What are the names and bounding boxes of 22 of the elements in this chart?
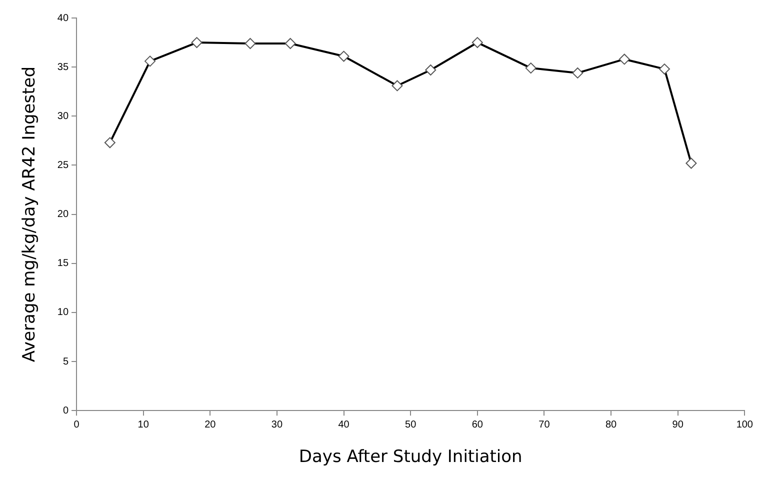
x-tick-label: 100 xyxy=(736,419,754,430)
y-tick-label: 0 xyxy=(62,405,69,416)
x-tick-label: 70 xyxy=(538,419,550,430)
x-tick-label: 30 xyxy=(271,419,283,430)
x-tick-label: 60 xyxy=(472,419,484,430)
y-tick-label: 40 xyxy=(57,12,69,24)
x-tick-label: 50 xyxy=(405,419,417,430)
x-tick-label: 40 xyxy=(338,419,350,430)
x-tick-label: 10 xyxy=(138,419,150,430)
y-tick-label: 10 xyxy=(57,307,69,318)
x-tick-label: 0 xyxy=(74,419,80,430)
x-tick-label: 90 xyxy=(672,419,684,430)
x-axis-title: Days After Study Initiation xyxy=(298,447,522,468)
y-tick-label: 15 xyxy=(57,258,69,270)
x-tick-label: 20 xyxy=(204,419,216,430)
x-tick-label: 80 xyxy=(605,419,618,430)
y-tick-label: 35 xyxy=(57,62,69,73)
y-tick-label: 5 xyxy=(62,356,69,368)
y-tick-label: 20 xyxy=(57,209,69,220)
y-tick-label: 25 xyxy=(57,160,69,171)
y-tick-label: 30 xyxy=(57,110,69,122)
y-axis-title: Average mg/kg/day AR42 Ingested xyxy=(20,66,40,362)
